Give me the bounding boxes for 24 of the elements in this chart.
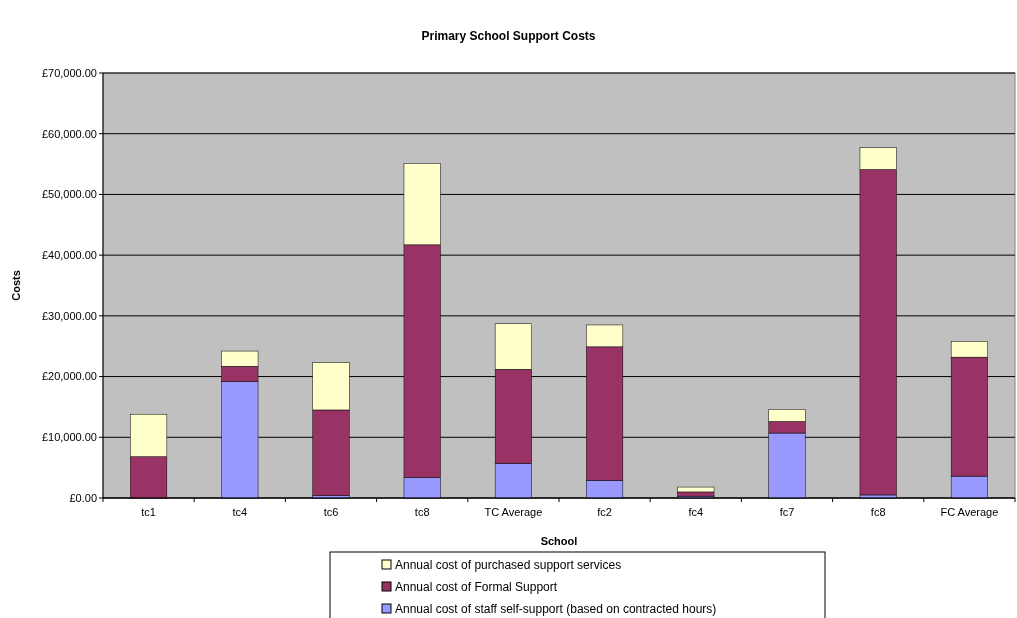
legend-label: Annual cost of Formal Support bbox=[395, 580, 558, 595]
y-tick-label: £0.00 bbox=[69, 491, 97, 504]
y-tick-label: £70,000.00 bbox=[41, 66, 97, 79]
x-tick-label: fc8 bbox=[870, 506, 886, 518]
x-tick-label: fc7 bbox=[779, 506, 795, 518]
y-tick-label: £60,000.00 bbox=[41, 127, 97, 140]
x-tick-label: tc4 bbox=[232, 506, 248, 518]
y-tick-label: £20,000.00 bbox=[41, 370, 97, 383]
x-tick-label: tc6 bbox=[323, 506, 339, 518]
legend-label: Annual cost of purchased support services bbox=[395, 558, 622, 573]
chart-title: Primary School Support Costs bbox=[421, 29, 596, 43]
x-tick-label: tc8 bbox=[414, 506, 430, 518]
x-tick-label: tc1 bbox=[141, 506, 156, 518]
x-axis-title: School bbox=[540, 535, 578, 547]
y-axis-title: Costs bbox=[10, 270, 22, 301]
x-tick-label: fc4 bbox=[688, 506, 704, 518]
y-tick-label: £40,000.00 bbox=[41, 248, 97, 261]
x-tick-label: FC Average bbox=[940, 506, 999, 518]
y-tick-label: £50,000.00 bbox=[41, 188, 97, 201]
legend-label: Annual cost of staff self-support (based on contracted hours) bbox=[395, 602, 717, 617]
x-tick-label: fc2 bbox=[597, 506, 612, 518]
x-tick-label: TC Average bbox=[484, 506, 543, 518]
y-tick-label: £30,000.00 bbox=[41, 309, 97, 322]
y-tick-label: £10,000.00 bbox=[41, 431, 97, 444]
